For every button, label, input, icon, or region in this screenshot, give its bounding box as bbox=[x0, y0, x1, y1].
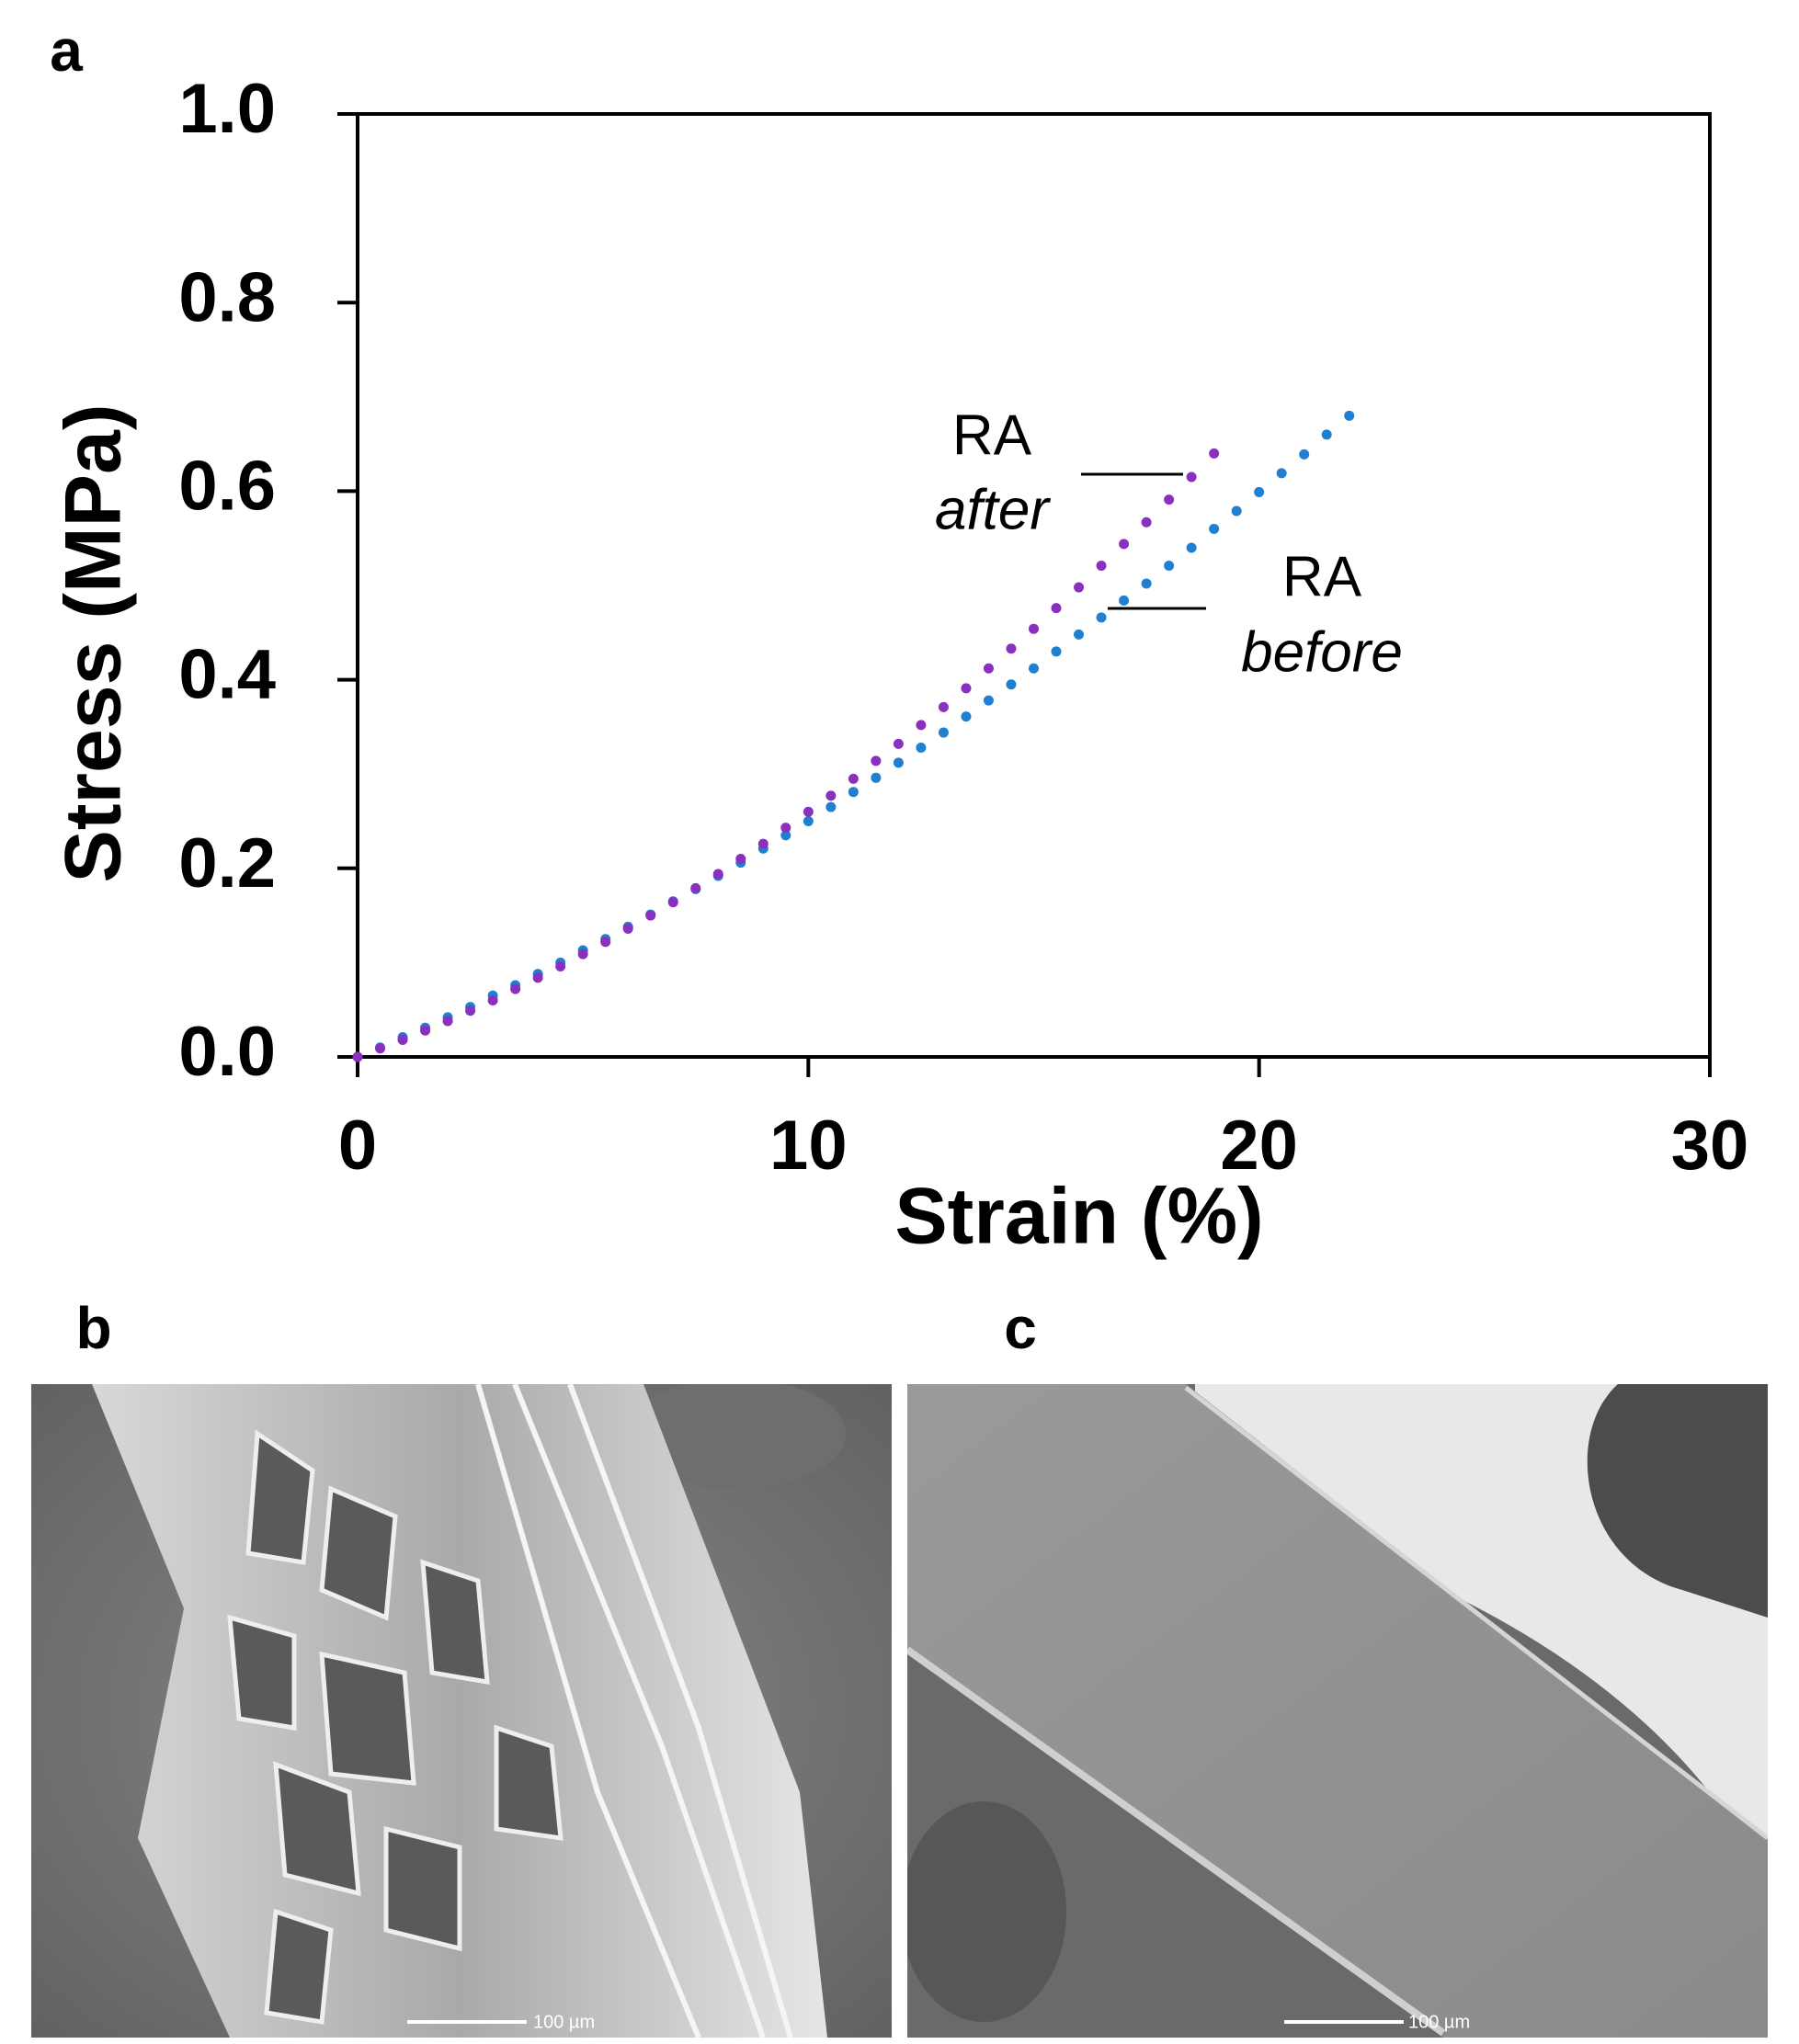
data-point bbox=[1141, 578, 1152, 589]
data-point bbox=[487, 994, 498, 1005]
y-tick-label: 0.4 bbox=[178, 636, 276, 714]
data-point bbox=[848, 773, 859, 784]
data-point bbox=[780, 823, 791, 834]
data-point bbox=[1344, 410, 1355, 421]
data-point bbox=[803, 816, 814, 826]
y-axis-title: Stress (MPa) bbox=[50, 404, 138, 883]
data-point bbox=[757, 838, 769, 849]
data-point bbox=[871, 755, 882, 766]
data-point bbox=[1074, 629, 1085, 640]
data-point bbox=[961, 711, 972, 722]
data-point bbox=[690, 882, 701, 893]
data-point bbox=[1119, 539, 1130, 550]
y-tick-label: 0.0 bbox=[178, 1013, 276, 1091]
data-point bbox=[1186, 471, 1197, 483]
data-point bbox=[1029, 623, 1039, 634]
data-point bbox=[600, 937, 611, 948]
data-point bbox=[1164, 494, 1175, 505]
data-point bbox=[555, 961, 566, 972]
data-point bbox=[622, 923, 633, 934]
data-point bbox=[442, 1016, 453, 1027]
data-point bbox=[667, 897, 678, 908]
data-point bbox=[352, 1051, 363, 1062]
data-point bbox=[825, 801, 837, 812]
data-point bbox=[1209, 448, 1220, 459]
data-point bbox=[1051, 646, 1062, 657]
data-point bbox=[1321, 429, 1332, 440]
data-point bbox=[893, 757, 904, 768]
data-point bbox=[1254, 486, 1265, 497]
y-tick-label: 0.2 bbox=[178, 824, 276, 903]
data-point bbox=[510, 983, 521, 994]
data-point bbox=[1074, 582, 1085, 593]
y-tick-label: 0.8 bbox=[178, 258, 276, 336]
data-point bbox=[1096, 560, 1107, 571]
data-point bbox=[735, 854, 746, 865]
data-point bbox=[983, 695, 994, 706]
data-point bbox=[803, 806, 814, 817]
data-point bbox=[397, 1035, 408, 1046]
data-point bbox=[871, 772, 882, 783]
y-tick-label: 1.0 bbox=[178, 70, 276, 148]
x-tick-label: 20 bbox=[1220, 1107, 1298, 1185]
data-point bbox=[983, 663, 994, 674]
series-label: RA bbox=[1282, 545, 1362, 608]
data-point bbox=[916, 720, 927, 731]
data-point bbox=[1209, 523, 1220, 534]
scale-bar-label: 100 µm bbox=[1408, 2012, 1470, 2032]
data-point bbox=[375, 1043, 386, 1054]
series-label: after bbox=[935, 478, 1051, 541]
data-point bbox=[916, 742, 927, 753]
data-point bbox=[848, 787, 859, 798]
y-tick-label: 0.6 bbox=[178, 447, 276, 525]
data-point bbox=[1029, 663, 1039, 674]
data-point bbox=[465, 1005, 476, 1016]
panel-label: a bbox=[50, 17, 83, 84]
data-point bbox=[577, 948, 588, 960]
data-point bbox=[712, 869, 723, 880]
x-axis-title: Strain (%) bbox=[894, 1173, 1263, 1261]
series-label: RA bbox=[952, 403, 1032, 467]
data-point bbox=[1186, 542, 1197, 553]
data-point bbox=[825, 790, 837, 801]
data-point bbox=[420, 1025, 431, 1036]
data-point bbox=[1141, 517, 1152, 528]
sem-image bbox=[31, 1384, 892, 2038]
data-point bbox=[1119, 595, 1130, 606]
series-label: before bbox=[1241, 620, 1403, 684]
data-point bbox=[532, 972, 543, 983]
panel-label: c bbox=[1004, 1295, 1037, 1361]
x-tick-label: 10 bbox=[769, 1107, 848, 1185]
data-point bbox=[1164, 560, 1175, 571]
data-point bbox=[1006, 643, 1017, 654]
data-point bbox=[1096, 612, 1107, 623]
data-point bbox=[645, 910, 656, 921]
sem-image bbox=[907, 1384, 1768, 2038]
data-point bbox=[961, 683, 972, 694]
x-tick-label: 0 bbox=[338, 1107, 377, 1185]
scale-bar-label: 100 µm bbox=[533, 2012, 595, 2032]
data-point bbox=[893, 738, 904, 749]
panel-label: b bbox=[75, 1295, 111, 1361]
data-point bbox=[938, 727, 949, 738]
data-point bbox=[1276, 468, 1287, 479]
plot-frame bbox=[356, 112, 1712, 1059]
data-point bbox=[780, 830, 791, 841]
x-tick-label: 30 bbox=[1671, 1107, 1749, 1185]
data-point bbox=[1051, 603, 1062, 614]
data-point bbox=[938, 701, 949, 712]
data-point bbox=[1299, 449, 1310, 460]
data-point bbox=[1006, 679, 1017, 690]
data-point bbox=[1231, 505, 1242, 517]
